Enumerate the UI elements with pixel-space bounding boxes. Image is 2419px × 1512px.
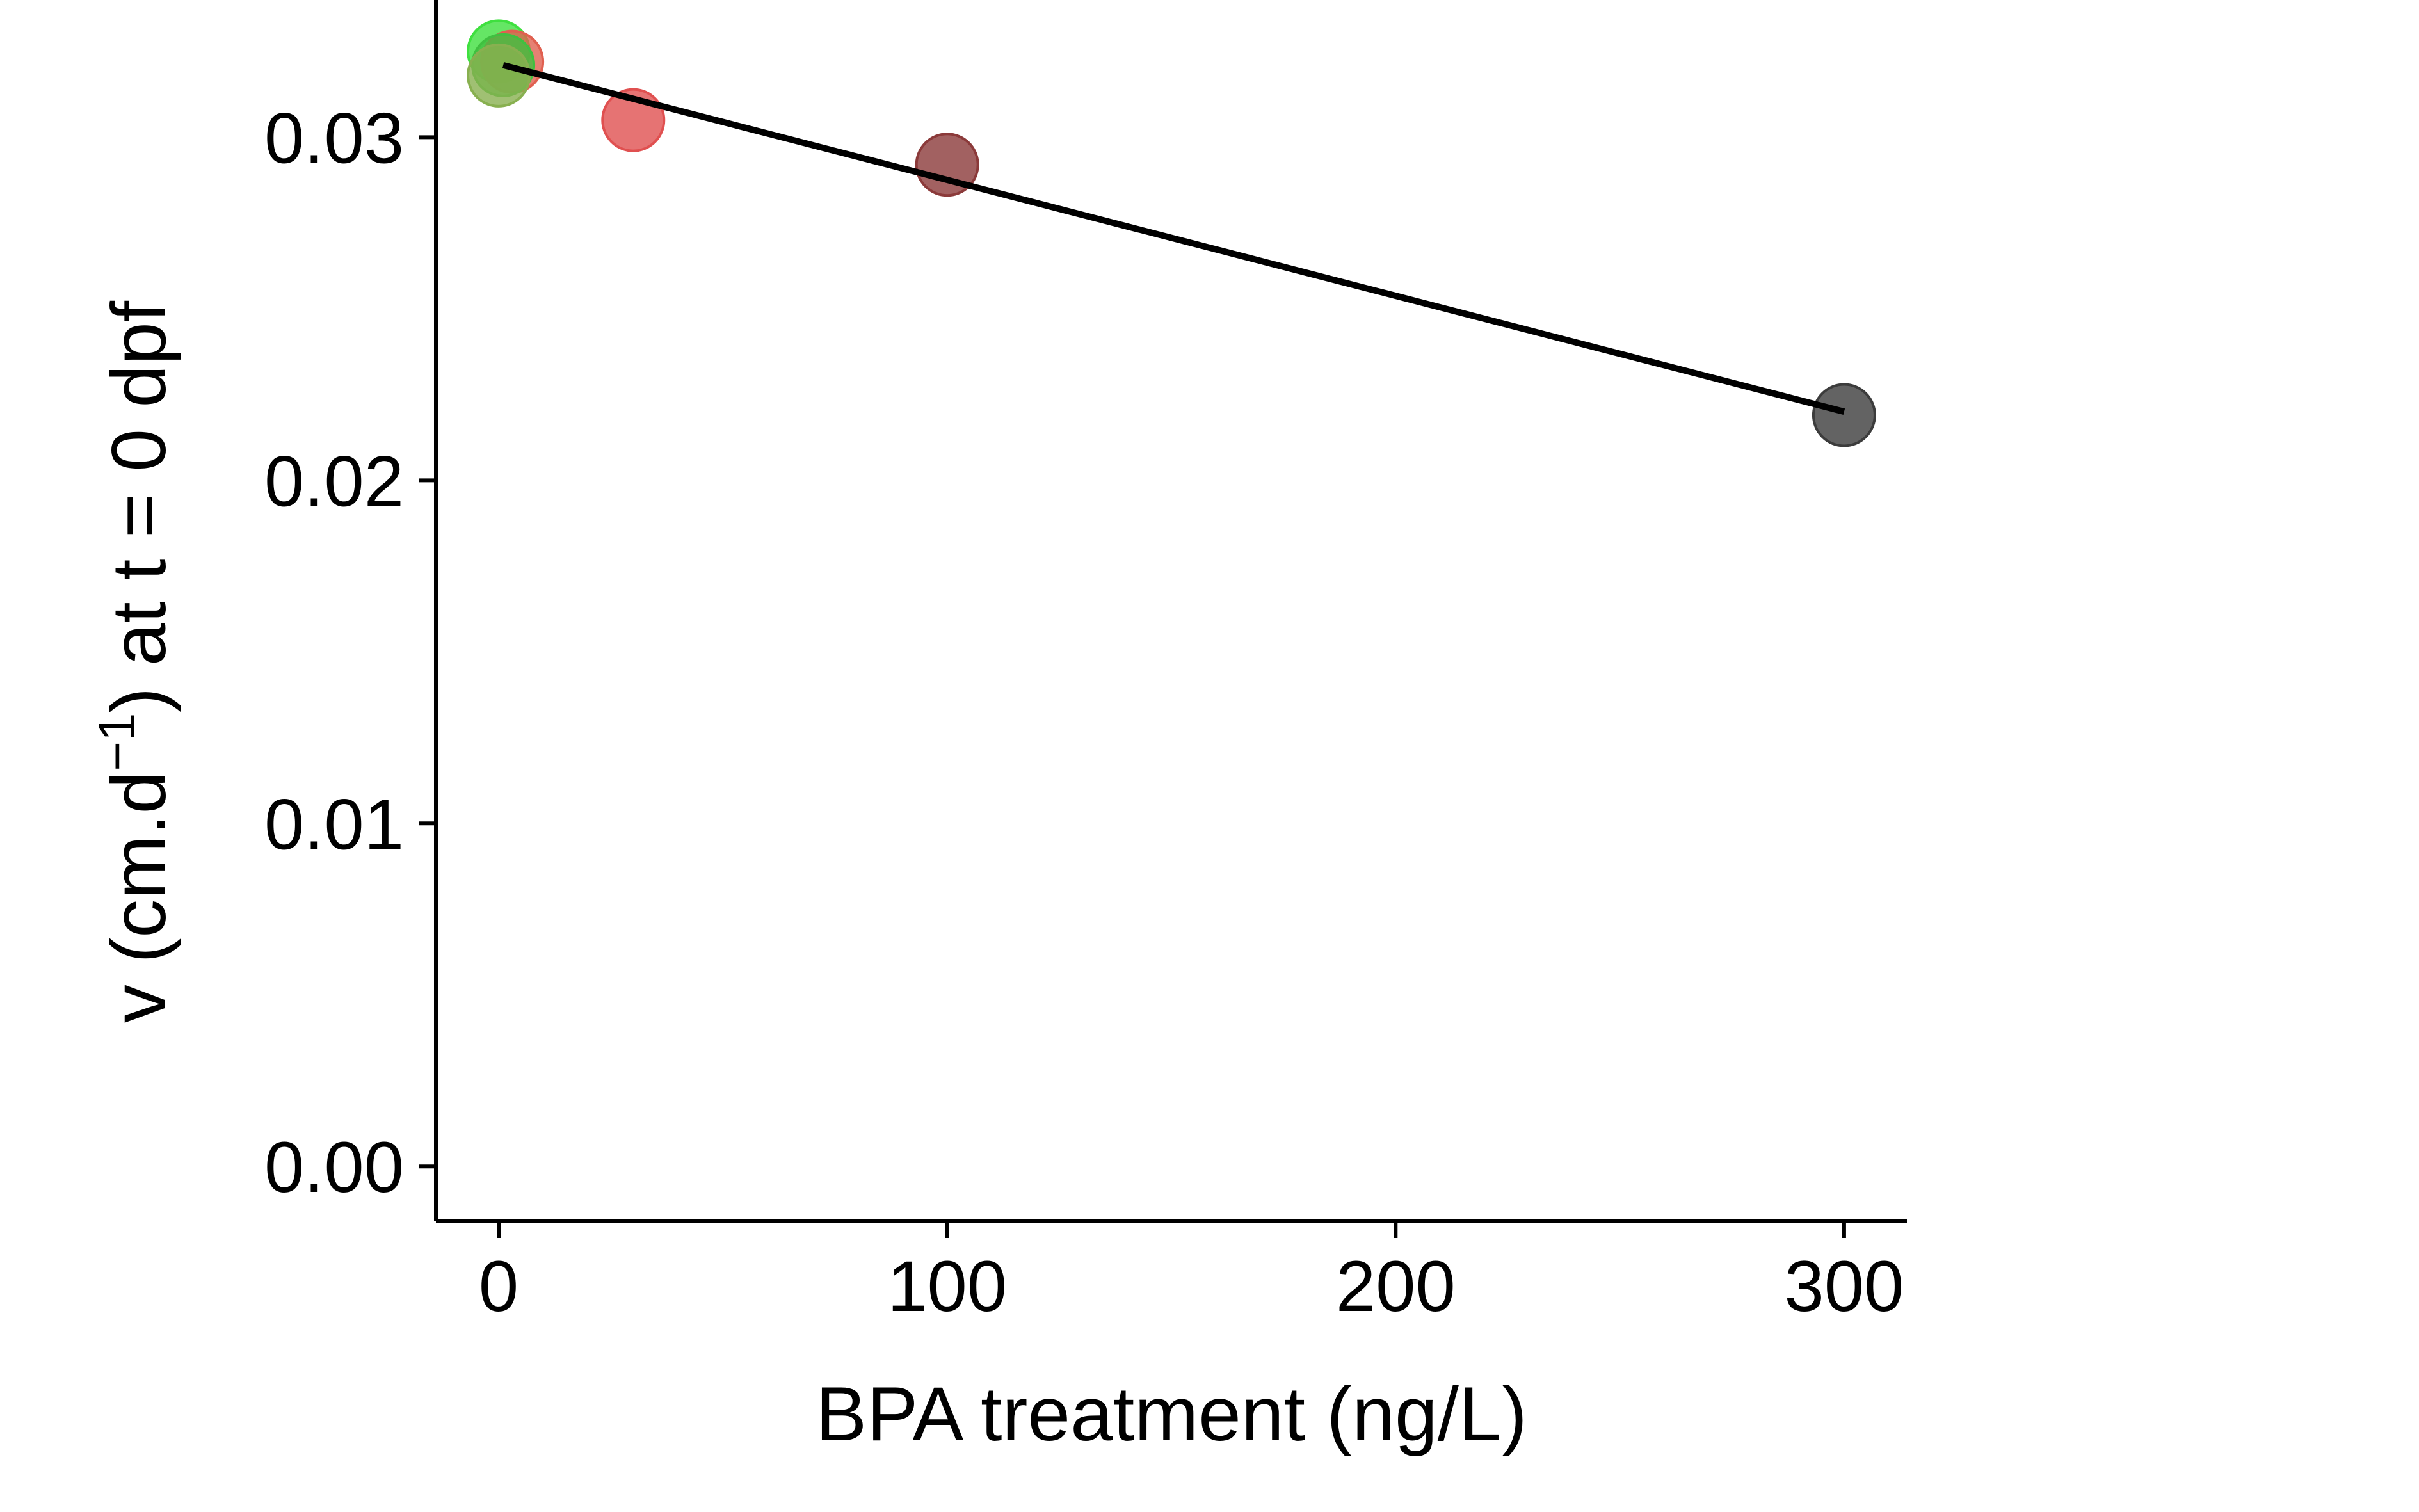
y-axis-title: v (cm.d−1) at t = 0 dpf (88, 300, 182, 1023)
y-tick-label: 0.01 (264, 784, 404, 864)
data-point (1812, 383, 1876, 447)
y-axis-title-prefix: v (cm.d (96, 771, 182, 1023)
y-tick-label: 0.02 (264, 441, 404, 521)
y-tick-label: 0.03 (264, 98, 404, 178)
y-axis-ticks: 0.00 0.01 0.02 0.03 (264, 98, 436, 1207)
y-tick-label: 0.00 (264, 1127, 404, 1207)
regression-line (502, 61, 1845, 415)
x-axis-title: BPA treatment (ng/L) (816, 1371, 1527, 1457)
y-axis-title-superscript: −1 (88, 713, 145, 771)
data-point (915, 133, 979, 197)
x-axis-ticks: 0 100 200 300 (479, 1221, 1904, 1326)
x-tick-label: 200 (1336, 1246, 1456, 1326)
x-tick-label: 0 (479, 1246, 518, 1326)
y-axis-title-suffix: ) at t = 0 dpf (96, 300, 182, 712)
data-point (467, 43, 531, 108)
x-tick-label: 100 (887, 1246, 1007, 1326)
x-tick-label: 300 (1784, 1246, 1904, 1326)
